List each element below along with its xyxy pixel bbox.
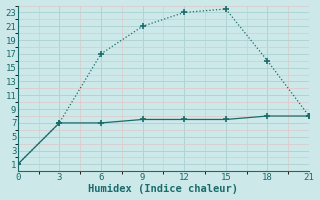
X-axis label: Humidex (Indice chaleur): Humidex (Indice chaleur) — [88, 184, 238, 194]
